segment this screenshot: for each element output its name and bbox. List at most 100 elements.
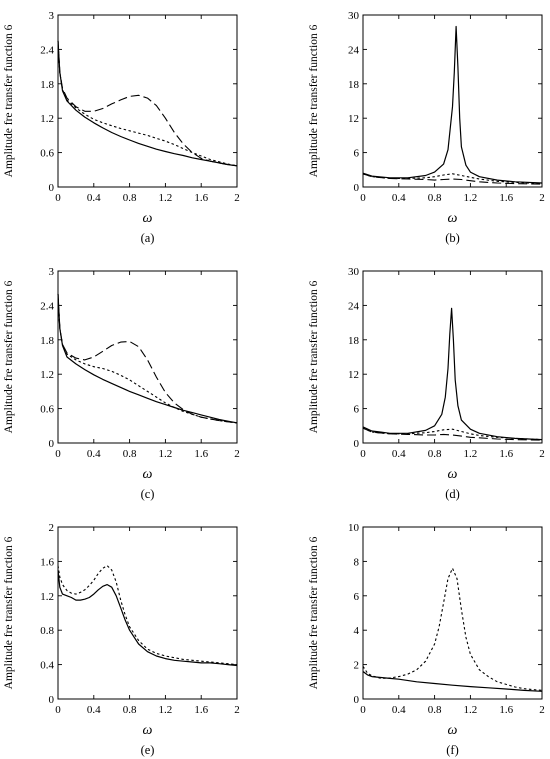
y-tick-label: 18 xyxy=(348,79,360,91)
series-line-dashed xyxy=(57,293,238,424)
x-tick-label: 1.6 xyxy=(499,704,513,716)
x-tick-label: 0.4 xyxy=(87,448,101,460)
y-axis-label: Amplitude fre transfer function 6 xyxy=(3,536,15,689)
y-tick-label: 4 xyxy=(354,625,360,637)
y-tick-label: 3 xyxy=(49,266,55,278)
x-tick-label: 2 xyxy=(539,704,545,716)
y-tick-label: 0.6 xyxy=(40,404,54,416)
x-tick-label: 0 xyxy=(360,192,366,204)
x-tick-label: 1.2 xyxy=(159,704,173,716)
y-axis-label: Amplitude fre transfer function 6 xyxy=(3,280,15,433)
x-tick-label: 2 xyxy=(539,192,545,204)
y-axis-label: Amplitude fre transfer function 6 xyxy=(308,536,320,689)
x-axis-label: ω xyxy=(448,723,458,738)
y-tick-label: 30 xyxy=(348,10,360,22)
y-tick-label: 0.4 xyxy=(40,660,54,672)
series-line-solid xyxy=(57,40,238,167)
x-tick-label: 0.4 xyxy=(392,704,406,716)
x-tick-label: 2 xyxy=(234,448,240,460)
y-tick-label: 12 xyxy=(348,369,359,381)
series-line-solid xyxy=(57,293,238,424)
x-axis-label: ω xyxy=(448,211,458,226)
x-axis-label: ω xyxy=(448,467,458,482)
x-tick-label: 0 xyxy=(55,192,61,204)
x-tick-label: 0.8 xyxy=(428,192,442,204)
series-line-dotted xyxy=(57,293,238,424)
x-tick-label: 0.8 xyxy=(123,704,137,716)
y-tick-label: 1.8 xyxy=(40,335,54,347)
x-tick-label: 1.2 xyxy=(464,704,478,716)
plot-frame xyxy=(362,270,543,444)
x-axis-label: ω xyxy=(143,211,153,226)
y-tick-label: 2 xyxy=(354,660,360,672)
y-axis-label: Amplitude fre transfer function 6 xyxy=(3,24,15,177)
x-tick-label: 0.4 xyxy=(392,192,406,204)
plot-frame xyxy=(57,526,238,700)
x-tick-label: 1.6 xyxy=(499,192,513,204)
chart-panel-1: 0 0.4 0.8 1.2 1.6 2 0 0.6 1.2 1.8 2.4 3 Amplitude fr… xyxy=(3,10,240,245)
panel-caption: (c) xyxy=(141,487,155,501)
plot-frame xyxy=(57,14,238,188)
series-line-solid xyxy=(57,569,238,667)
y-tick-label: 3 xyxy=(49,10,55,22)
series-line-solid xyxy=(362,25,543,184)
panel-caption: (d) xyxy=(445,487,460,501)
series-line-dotted xyxy=(57,565,238,666)
plot-frame xyxy=(362,14,543,188)
x-tick-label: 0 xyxy=(55,704,61,716)
x-tick-label: 2 xyxy=(234,704,240,716)
panel-caption: (a) xyxy=(141,231,155,245)
series-line-dotted xyxy=(57,40,238,167)
y-tick-label: 2.4 xyxy=(40,300,54,312)
y-tick-label: 0.6 xyxy=(40,148,54,160)
series-line-dashed xyxy=(57,40,238,167)
y-tick-label: 0 xyxy=(354,694,360,706)
x-axis-label: ω xyxy=(143,723,153,738)
chart-panel-6: 0 0.4 0.8 1.2 1.6 2 0 2 4 6 8 10 Amplitude fre trans… xyxy=(308,522,545,757)
y-tick-label: 1.6 xyxy=(40,556,54,568)
y-tick-label: 1.8 xyxy=(40,79,54,91)
y-axis-label: Amplitude fre transfer function 6 xyxy=(308,24,320,177)
plot-frame xyxy=(362,526,543,700)
series-line-solid xyxy=(362,671,543,692)
x-tick-label: 1.2 xyxy=(159,192,173,204)
series-line-dashed xyxy=(362,173,543,185)
y-axis-label: Amplitude fre transfer function 6 xyxy=(308,280,320,433)
panel-caption: (f) xyxy=(446,743,459,757)
y-tick-label: 6 xyxy=(354,404,360,416)
x-tick-label: 0 xyxy=(55,448,61,460)
x-tick-label: 1.6 xyxy=(194,448,208,460)
x-tick-label: 0.4 xyxy=(87,704,101,716)
x-tick-label: 0.4 xyxy=(392,448,406,460)
y-tick-label: 24 xyxy=(348,44,360,56)
series-line-dashed xyxy=(362,427,543,441)
x-tick-label: 2 xyxy=(234,192,240,204)
series-line-solid xyxy=(362,307,543,441)
y-tick-label: 18 xyxy=(348,335,360,347)
x-tick-label: 0.4 xyxy=(87,192,101,204)
x-tick-label: 1.2 xyxy=(464,192,478,204)
chart-panel-5: 0 0.4 0.8 1.2 1.6 2 0 0.4 0.8 1.2 1.6 2 Amplitude fr… xyxy=(3,522,240,757)
y-tick-label: 1.2 xyxy=(40,369,54,381)
x-tick-label: 0.8 xyxy=(123,192,137,204)
y-tick-label: 1.2 xyxy=(40,113,54,125)
x-tick-label: 0.8 xyxy=(123,448,137,460)
x-axis-label: ω xyxy=(143,467,153,482)
y-tick-label: 6 xyxy=(354,591,360,603)
y-tick-label: 30 xyxy=(348,266,360,278)
x-tick-label: 0 xyxy=(360,704,366,716)
x-tick-label: 1.6 xyxy=(194,192,208,204)
chart-panel-2: 0 0.4 0.8 1.2 1.6 2 0 6 12 18 24 30 Amplitude fre tr… xyxy=(308,10,545,245)
x-tick-label: 1.2 xyxy=(159,448,173,460)
y-tick-label: 0 xyxy=(49,694,55,706)
y-tick-label: 0 xyxy=(49,438,55,450)
x-tick-label: 1.2 xyxy=(464,448,478,460)
x-tick-label: 0 xyxy=(360,448,366,460)
panel-caption: (e) xyxy=(141,743,155,757)
y-tick-label: 2.4 xyxy=(40,44,54,56)
y-tick-label: 12 xyxy=(348,113,359,125)
y-tick-label: 10 xyxy=(348,522,360,534)
y-tick-label: 0 xyxy=(49,182,55,194)
x-tick-label: 1.6 xyxy=(499,448,513,460)
